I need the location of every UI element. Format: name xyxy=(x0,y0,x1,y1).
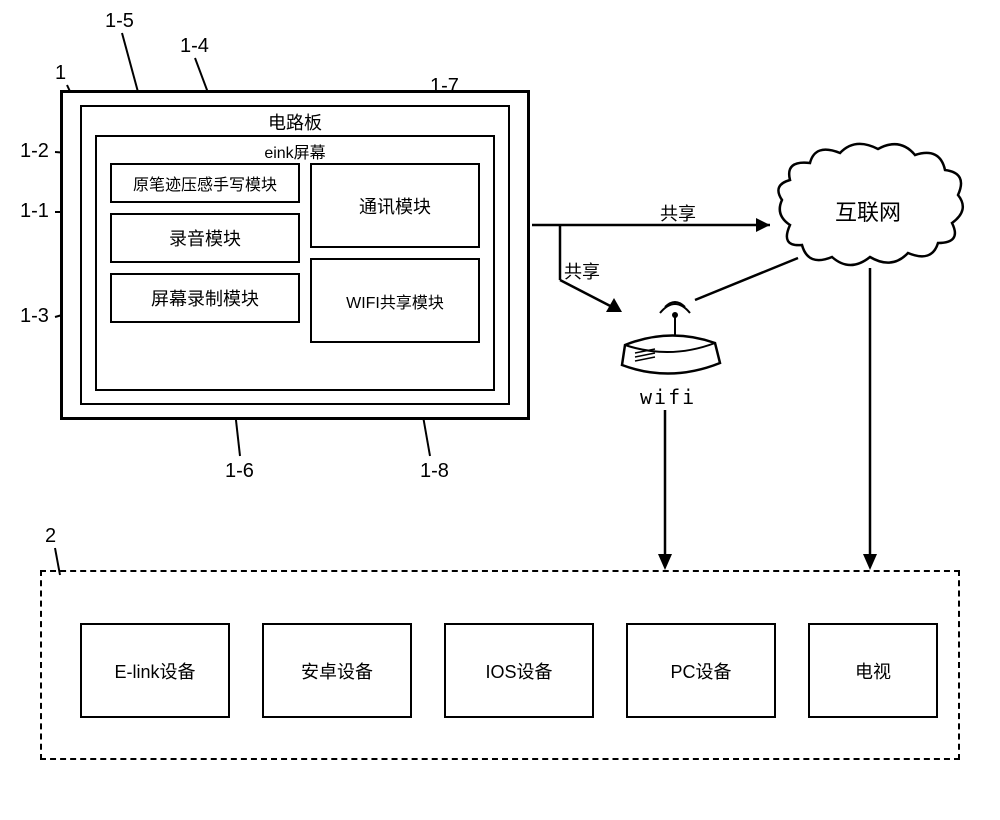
label-1: 1 xyxy=(55,62,66,85)
client-android-label: 安卓设备 xyxy=(264,625,410,716)
client-tv-box: 电视 xyxy=(808,623,938,718)
client-elink-label: E-link设备 xyxy=(82,625,228,716)
circuit-board-title: 电路板 xyxy=(82,107,508,135)
comm-label: 通讯模块 xyxy=(312,165,478,246)
comm-module-box: 通讯模块 xyxy=(310,163,480,248)
screen-capture-module-box: 屏幕录制模块 xyxy=(110,273,300,323)
client-ios-box: IOS设备 xyxy=(444,623,594,718)
client-android-box: 安卓设备 xyxy=(262,623,412,718)
label-2: 2 xyxy=(45,525,56,548)
handwriting-label: 原笔迹压感手写模块 xyxy=(112,165,298,201)
client-pc-box: PC设备 xyxy=(626,623,776,718)
client-ios-label: IOS设备 xyxy=(446,625,592,716)
client-elink-box: E-link设备 xyxy=(80,623,230,718)
label-1-4: 1-4 xyxy=(180,35,209,58)
recording-label: 录音模块 xyxy=(112,215,298,261)
screen-capture-label: 屏幕录制模块 xyxy=(112,275,298,321)
wifi-share-label: WIFI共享模块 xyxy=(312,260,478,341)
client-pc-label: PC设备 xyxy=(628,625,774,716)
handwriting-module-box: 原笔迹压感手写模块 xyxy=(110,163,300,203)
wifi-label: wifi xyxy=(640,385,696,409)
label-1-2: 1-2 xyxy=(20,140,49,163)
share-label-2: 共享 xyxy=(564,258,600,284)
internet-label: 互联网 xyxy=(835,195,901,227)
label-1-6: 1-6 xyxy=(225,460,254,483)
label-1-3: 1-3 xyxy=(20,305,49,328)
wifi-share-module-box: WIFI共享模块 xyxy=(310,258,480,343)
label-1-8: 1-8 xyxy=(420,460,449,483)
label-1-1: 1-1 xyxy=(20,200,49,223)
eink-title: eink屏幕 xyxy=(97,137,493,163)
client-tv-label: 电视 xyxy=(810,625,936,716)
recording-module-box: 录音模块 xyxy=(110,213,300,263)
wifi-router-icon xyxy=(610,285,730,395)
label-1-5: 1-5 xyxy=(105,10,134,33)
share-label-1: 共享 xyxy=(660,200,696,226)
